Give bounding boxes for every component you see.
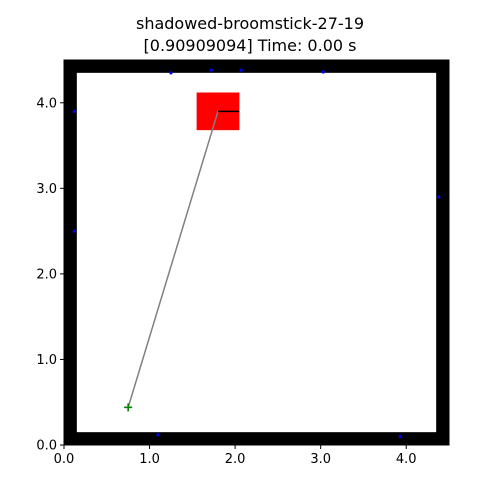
x-tick-label: 3.0 xyxy=(310,452,331,467)
chart-title-line-2: [0.90909094] Time: 0.00 s xyxy=(143,36,357,55)
y-tick-label: 2.0 xyxy=(36,267,57,282)
y-tick-label: 1.0 xyxy=(36,353,57,368)
data-point xyxy=(209,68,213,72)
y-tick-label: 3.0 xyxy=(36,182,57,197)
x-tick-label: 1.0 xyxy=(139,452,160,467)
wall-inner-area xyxy=(76,72,437,433)
data-point xyxy=(437,195,441,199)
x-tick-label: 0.0 xyxy=(54,452,75,467)
data-point xyxy=(239,68,243,72)
data-point xyxy=(156,433,160,437)
chart-title-line-1: shadowed-broomstick-27-19 xyxy=(135,14,364,33)
y-tick-label: 4.0 xyxy=(36,96,57,111)
data-point xyxy=(72,109,76,113)
data-point xyxy=(72,229,76,233)
start-marker xyxy=(124,403,133,412)
y-tick-label: 0.0 xyxy=(36,439,57,454)
data-point xyxy=(321,70,325,74)
data-point xyxy=(398,434,402,439)
x-tick-label: 4.0 xyxy=(396,452,417,467)
data-point xyxy=(169,71,173,75)
x-tick-label: 2.0 xyxy=(225,452,246,467)
trajectory-line xyxy=(127,111,219,408)
axes-frame xyxy=(63,59,450,446)
